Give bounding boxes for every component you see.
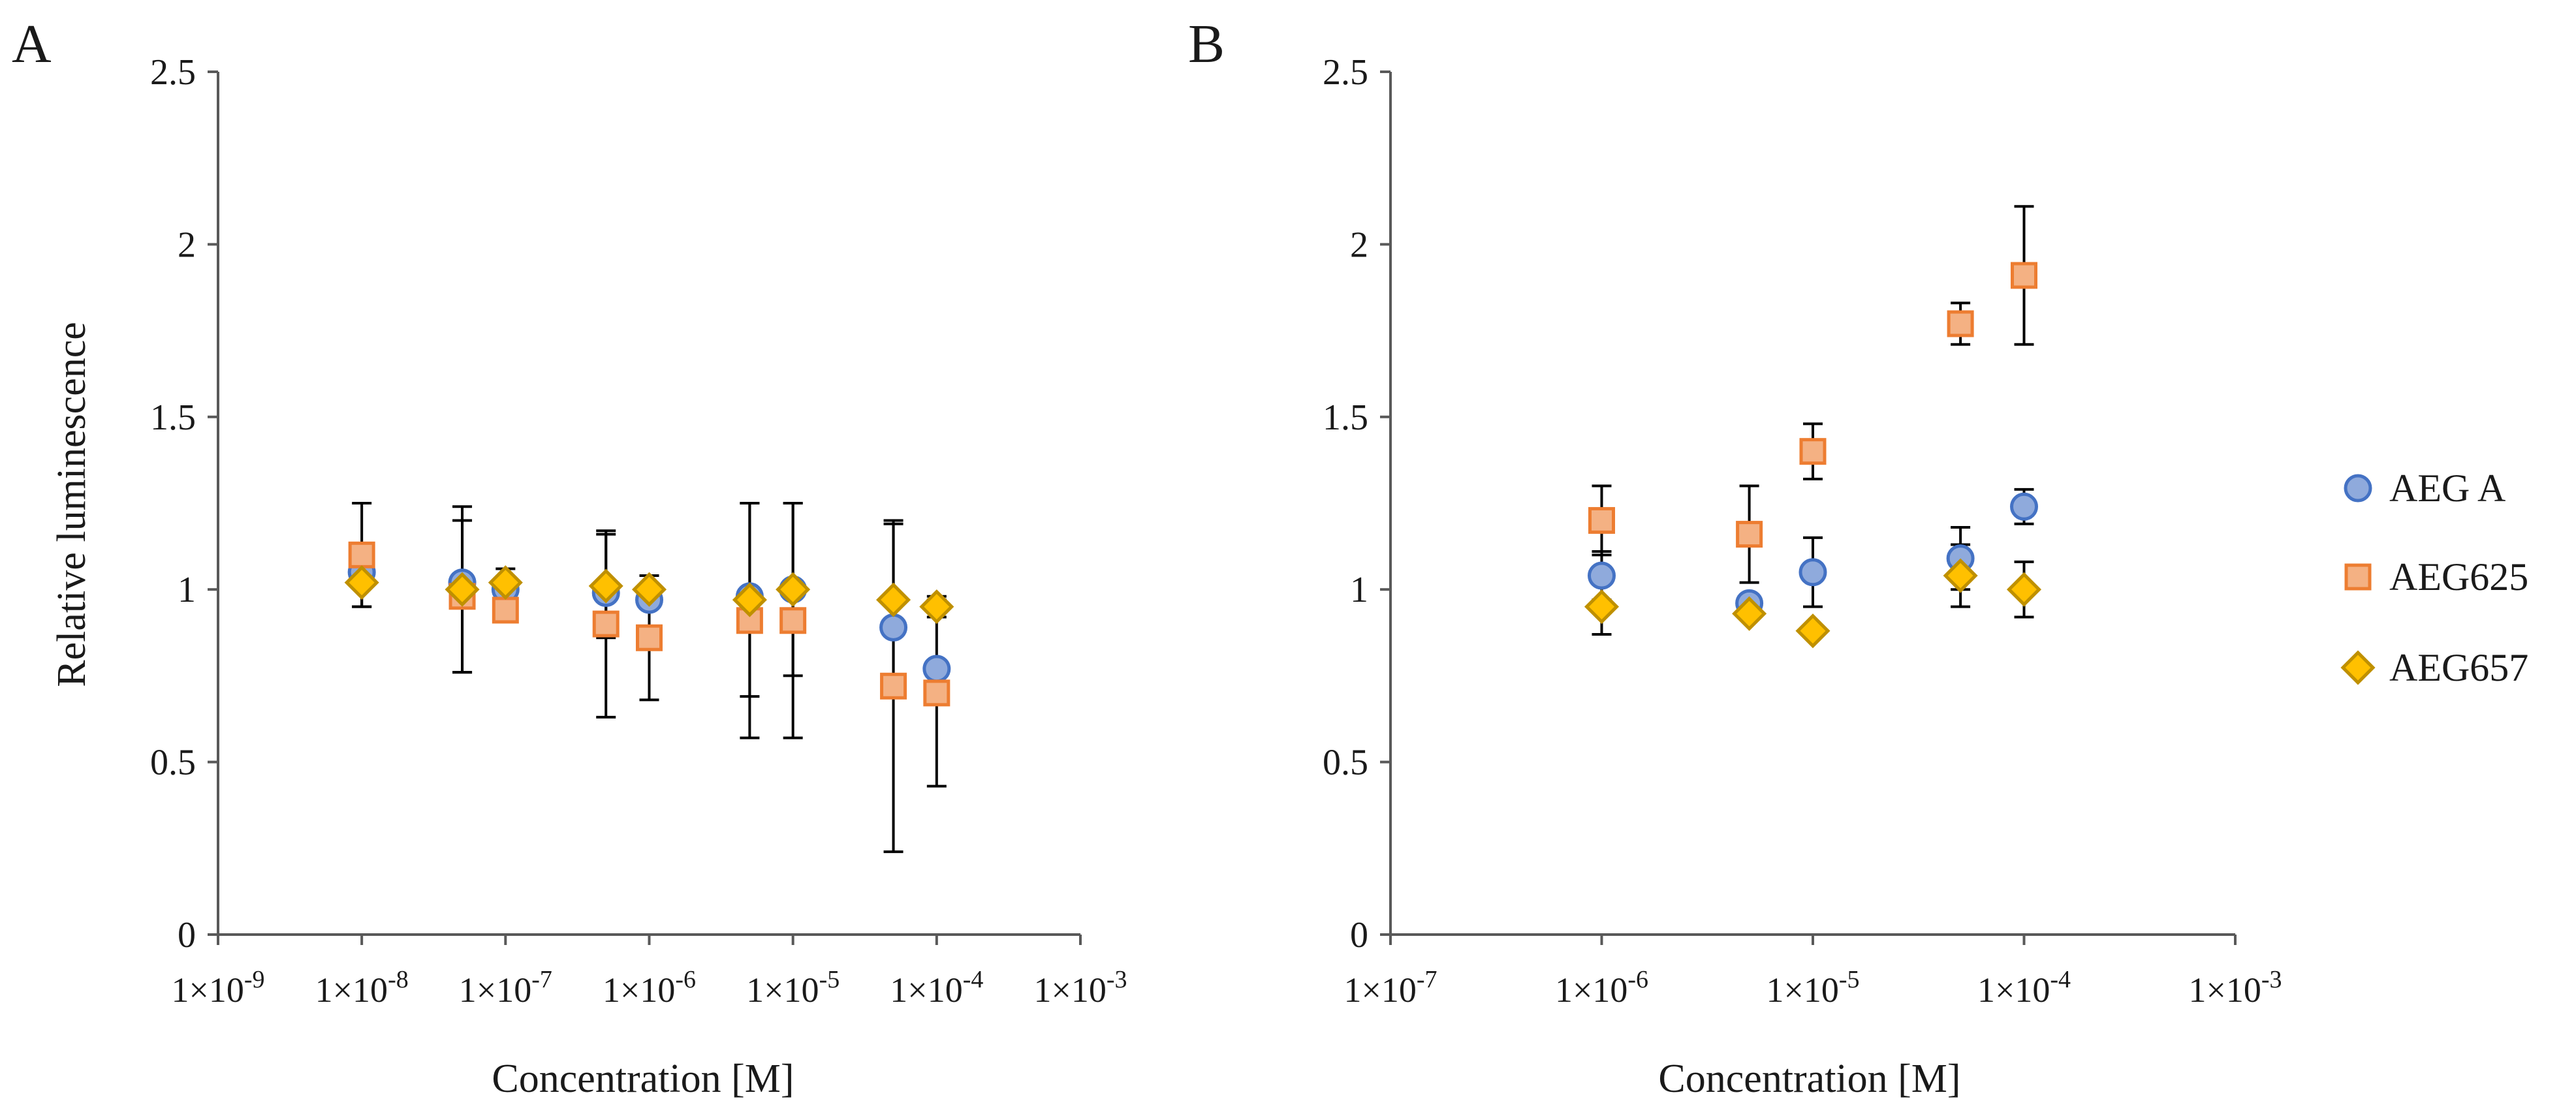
panel-a-point-aeg657 bbox=[344, 565, 379, 600]
panel-a-point-aeg-a bbox=[922, 655, 951, 683]
panel-a-x-tick-label: 1×10-8 bbox=[315, 966, 409, 1010]
panel-a-y-tick-label: 2.5 bbox=[150, 52, 196, 93]
panel-b-x-tick-label: 1×10-7 bbox=[1343, 966, 1437, 1010]
panel-a-chart: A Relative luminescence Concentration [M… bbox=[12, 14, 1127, 1101]
panel-b-y-tick-label: 1 bbox=[1350, 570, 1368, 610]
panel-a-point-aeg657 bbox=[488, 565, 523, 600]
panel-a-y-tick-label: 2 bbox=[178, 225, 196, 265]
panel-b-y-tick-label: 0.5 bbox=[1323, 743, 1368, 783]
panel-a-x-tick-label: 1×10-6 bbox=[603, 966, 696, 1010]
panel-b-y-tick-label: 0 bbox=[1350, 915, 1368, 955]
panel-b-point-aeg-a bbox=[1588, 561, 1616, 590]
panel-b-x-tick-label: 1×10-6 bbox=[1555, 966, 1648, 1010]
panel-a-point-aeg-a bbox=[879, 613, 908, 642]
panel-a-y-tick-label: 0 bbox=[178, 915, 196, 955]
panel-b-x-tick-label: 1×10-3 bbox=[2188, 966, 2282, 1010]
panel-b-point-aeg657 bbox=[1584, 589, 1620, 625]
legend-marker-aeg625 bbox=[2344, 563, 2372, 591]
panel-a-y-tick-label: 0.5 bbox=[150, 743, 196, 783]
panel-a-point-aeg657 bbox=[732, 582, 767, 617]
panel-b-y-tick-label: 2 bbox=[1350, 225, 1368, 265]
panel-a-y-tick-label: 1 bbox=[178, 570, 196, 610]
panel-b-point-aeg625 bbox=[1736, 521, 1763, 548]
panel-b-y-tick-label: 1.5 bbox=[1323, 397, 1368, 438]
panel-b-point-aeg657 bbox=[2006, 572, 2042, 607]
panel-a-x-tick-label: 1×10-5 bbox=[746, 966, 840, 1010]
panel-a-point-aeg657 bbox=[876, 582, 911, 617]
panel-a-point-aeg625 bbox=[779, 607, 807, 634]
legend-label-aeg-a: AEG A bbox=[2389, 467, 2505, 510]
panel-a-point-aeg625 bbox=[636, 624, 663, 651]
panel-a-y-tick-label: 1.5 bbox=[150, 397, 196, 438]
panel-a-point-aeg625 bbox=[492, 597, 519, 624]
panel-a-point-aeg657 bbox=[588, 568, 623, 604]
panel-b-point-aeg657 bbox=[1943, 558, 1978, 593]
panel-a-point-aeg625 bbox=[592, 610, 620, 638]
legend: AEG A AEG625 AEG657 bbox=[2340, 467, 2528, 689]
panel-b-point-aeg657 bbox=[1795, 613, 1830, 649]
panel-b-point-aeg625 bbox=[1799, 438, 1827, 465]
panel-a-point-aeg657 bbox=[776, 572, 811, 607]
panel-a-point-aeg657 bbox=[631, 572, 667, 607]
panel-a-label: A bbox=[12, 14, 52, 74]
panel-b-point-aeg-a bbox=[2010, 492, 2038, 521]
panel-a-x-axis-label: Concentration [M] bbox=[492, 1057, 794, 1101]
panel-a-x-tick-label: 1×10-7 bbox=[459, 966, 552, 1010]
panel-b-label: B bbox=[1188, 14, 1225, 74]
legend-label-aeg657: AEG657 bbox=[2389, 646, 2528, 689]
panel-b-x-tick-label: 1×10-5 bbox=[1766, 966, 1859, 1010]
panel-b-point-aeg625 bbox=[1947, 310, 1974, 337]
panel-a-x-tick-label: 1×10-9 bbox=[171, 966, 264, 1010]
panel-b-point-aeg625 bbox=[2011, 262, 2037, 289]
panel-a-point-aeg657 bbox=[919, 589, 954, 625]
panel-b-x-tick-label: 1×10-4 bbox=[1977, 966, 2071, 1010]
panel-a-point-aeg657 bbox=[445, 572, 480, 607]
panel-b-point-aeg657 bbox=[1732, 596, 1767, 631]
panel-b-point-aeg-a bbox=[1798, 558, 1827, 587]
panel-a-point-aeg625 bbox=[348, 541, 375, 568]
panel-b-x-axis-label: Concentration [M] bbox=[1658, 1057, 1960, 1101]
panel-a-point-aeg625 bbox=[880, 672, 907, 700]
panel-a-y-axis-label: Relative luminescence bbox=[50, 322, 94, 687]
panel-b-chart: B Concentration [M] 0 0.5 1 1.5 2 2.5 1×10-7 1×… bbox=[1188, 14, 2282, 1101]
panel-a-point-aeg625 bbox=[923, 679, 950, 707]
panel-b-point-aeg625 bbox=[1588, 506, 1615, 534]
legend-marker-aeg657 bbox=[2340, 650, 2376, 685]
legend-label-aeg625: AEG625 bbox=[2389, 555, 2528, 598]
legend-marker-aeg-a bbox=[2344, 474, 2372, 503]
panel-a-x-tick-label: 1×10-4 bbox=[890, 966, 983, 1010]
panel-a-x-tick-label: 1×10-3 bbox=[1033, 966, 1127, 1010]
panel-b-y-tick-label: 2.5 bbox=[1323, 52, 1368, 93]
